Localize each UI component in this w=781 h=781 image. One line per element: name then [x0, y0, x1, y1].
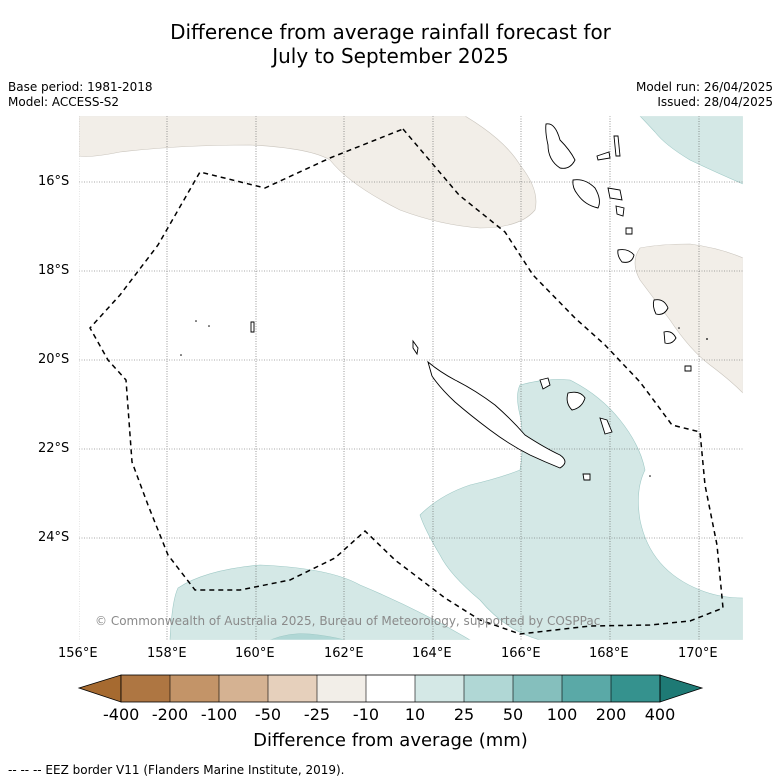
islet-dot: [678, 327, 680, 329]
lat-label: 20°S: [38, 352, 70, 367]
lon-label: 166°E: [501, 646, 541, 661]
islet-dot: [706, 338, 708, 340]
islet-dot: [649, 475, 651, 477]
isle-of-pines: [582, 473, 591, 481]
base-period: Base period: 1981-2018: [8, 80, 153, 94]
colorbar-bin-9: [513, 675, 562, 702]
colorbar-tick: 200: [595, 705, 627, 724]
map-title: Difference from average rainfall forecas…: [0, 20, 781, 68]
loyalty-island-lifou: [566, 391, 586, 411]
map-frame: [78, 115, 744, 641]
lon-label: 162°E: [324, 646, 364, 661]
issued-date: Issued: 28/04/2025: [657, 95, 773, 109]
colorbar-tick: -10: [352, 705, 380, 724]
meta-left: Base period: 1981-2018 Model: ACCESS-S2: [8, 80, 153, 110]
chesterfield-islet: [250, 321, 255, 333]
vanuatu-erromango: [617, 249, 635, 263]
model-name: Model: ACCESS-S2: [8, 95, 120, 109]
colorbar-bin-4: [268, 675, 317, 702]
lon-label: 160°E: [235, 646, 275, 661]
gridlines: [79, 116, 743, 640]
dry-region-east: [634, 243, 743, 394]
vanuatu-malekula: [572, 179, 600, 209]
colorbar-dividers: [169, 675, 612, 702]
colorbar-bin-5: [317, 675, 366, 702]
vanuatu-epi: [615, 205, 625, 217]
colorbar-bin-7: [415, 675, 464, 702]
colorbar-bin-6: [366, 675, 415, 702]
lon-label: 158°E: [147, 646, 187, 661]
colorbar-tick: -100: [200, 705, 238, 724]
lon-label: 168°E: [589, 646, 629, 661]
loyalty-island-ouvea: [539, 377, 551, 390]
colorbar-tick: 400: [644, 705, 676, 724]
islet-dot: [180, 354, 182, 356]
colorbar-outline: [120, 674, 661, 703]
colorbar-tick: 100: [546, 705, 578, 724]
new-caledonia-north-islet: [412, 339, 419, 356]
vanuatu-pentecost: [607, 187, 623, 201]
title-line-2: July to September 2025: [272, 44, 509, 68]
colorbar-tick: 10: [404, 705, 426, 724]
lon-label: 170°E: [678, 646, 718, 661]
colorbar: [77, 674, 704, 703]
lon-label: 156°E: [58, 646, 98, 661]
loyalty-island-mare: [599, 417, 613, 435]
matthew-island: [684, 365, 692, 372]
lat-label: 16°S: [38, 174, 70, 189]
colorbar-tick: -25: [303, 705, 331, 724]
lat-label: 22°S: [38, 441, 70, 456]
colorbar-tick: -50: [254, 705, 282, 724]
colorbar-bin-1: [121, 675, 170, 702]
colorbar-extend-right: [659, 674, 704, 703]
colorbar-tick: -200: [151, 705, 189, 724]
small-islets: [180, 320, 708, 477]
colorbar-tick: -400: [103, 705, 140, 724]
vanuatu-efate: [625, 227, 633, 235]
wet-region-northeast: [639, 116, 743, 185]
map-area: [79, 116, 743, 640]
colorbar-tick: 50: [502, 705, 524, 724]
colorbar-tick: 25: [453, 705, 475, 724]
vanuatu-ambae: [596, 151, 611, 161]
eez-footnote: -- -- -- EEZ border V11 (Flanders Marine…: [8, 763, 345, 777]
model-run: Model run: 26/04/2025: [635, 80, 773, 94]
islet-dot: [208, 325, 210, 327]
vanuatu-tanna: [652, 299, 669, 315]
new-caledonia-island: [427, 360, 566, 469]
vanuatu-aneityum: [663, 331, 677, 344]
landmasses: [250, 123, 692, 481]
wet-region-south: [169, 564, 471, 640]
wet-region-south-medium: [269, 633, 346, 640]
colorbar-bin-8: [464, 675, 513, 702]
eez-border: [89, 128, 724, 635]
lat-label: 18°S: [38, 263, 70, 278]
colorbar-bin-3: [219, 675, 268, 702]
title-line-1: Difference from average rainfall forecas…: [170, 20, 611, 44]
meta-right: Model run: 26/04/2025 Issued: 28/04/2025: [636, 80, 773, 110]
wet-region-central: [419, 379, 743, 640]
colorbar-bin-2: [170, 675, 219, 702]
vanuatu-maewo: [613, 135, 621, 157]
copyright-notice: © Commonwealth of Australia 2025, Bureau…: [95, 614, 601, 628]
colorbar-label: Difference from average (mm): [253, 730, 528, 751]
colorbar-extend-left: [77, 674, 122, 703]
vanuatu-espiritu-santo: [545, 123, 576, 169]
islet-dot: [195, 320, 197, 322]
colorbar-bin-11: [611, 675, 660, 702]
dry-region-north: [79, 116, 537, 229]
lon-label: 164°E: [412, 646, 452, 661]
lat-label: 24°S: [38, 530, 70, 545]
colorbar-bin-10: [562, 675, 611, 702]
